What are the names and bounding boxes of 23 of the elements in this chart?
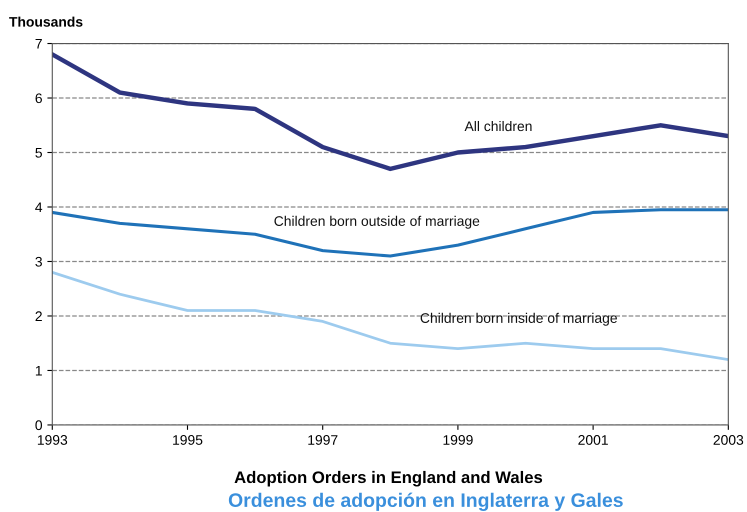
x-tick-label: 1999	[444, 435, 473, 445]
x-tick-label: 1995	[173, 435, 202, 445]
y-tick-label: 0	[35, 420, 42, 430]
line-series	[52, 270, 728, 361]
y-tick-label: 6	[36, 93, 42, 104]
y-tick-label: 7	[36, 38, 42, 49]
y-tick-label: 3	[35, 256, 42, 267]
y-tick-label: 4	[35, 202, 42, 212]
x-tick-label: 1997	[308, 435, 338, 445]
y-axis-title: Thousands	[9, 16, 82, 27]
y-tick-label: 1	[36, 366, 42, 376]
y-tick-label: 5	[35, 148, 42, 158]
x-tick-label: 2003	[714, 435, 744, 445]
line-series	[52, 52, 728, 172]
x-tick-label: 1993	[38, 435, 68, 445]
series-label: All children	[464, 120, 532, 132]
y-tick-label: 2	[36, 311, 42, 322]
text: Ordenes de adopción en Inglaterra y Gales	[228, 492, 623, 511]
series-label: Children born outside of marriage	[274, 216, 480, 229]
text: Adoption Orders in England and Wales	[234, 470, 542, 487]
line-series	[52, 208, 728, 258]
series-label: Children born inside of marriage	[420, 312, 617, 326]
x-tick-label: 2001	[578, 435, 608, 445]
